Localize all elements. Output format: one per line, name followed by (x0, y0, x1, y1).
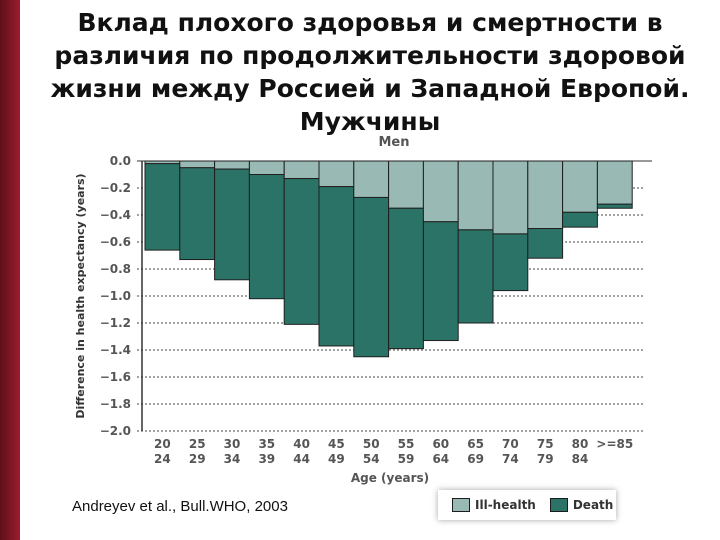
x-tick-label-bottom: 44 (293, 452, 310, 466)
x-tick-label-top: 65 (467, 437, 484, 451)
x-tick-label-bottom: 64 (432, 452, 449, 466)
bar-death (144, 163, 181, 251)
bar-death (492, 233, 529, 292)
x-tick-label-bottom: 84 (572, 452, 589, 466)
y-tick-label: −1.4 (100, 343, 131, 357)
x-tick-label-top: 30 (224, 437, 241, 451)
y-tick-label: −0.2 (100, 181, 131, 195)
legend-swatch-death (549, 498, 568, 512)
bar-death (318, 186, 355, 347)
bar-ill-health (353, 160, 390, 198)
bar-death (179, 167, 216, 261)
x-tick-label-bottom: 54 (363, 452, 380, 466)
bar-ill-health (283, 160, 320, 180)
x-tick-label-top: 50 (363, 437, 380, 451)
bar-death (457, 229, 494, 324)
x-tick-label-top: 80 (572, 437, 589, 451)
legend-item-death: Death (549, 498, 614, 512)
y-tick-label: −1.8 (100, 397, 131, 411)
x-tick-label-bottom: 34 (224, 452, 241, 466)
slide-accent-bar (0, 0, 20, 540)
bar-ill-health (248, 160, 285, 175)
x-tick-label-top: 45 (328, 437, 345, 451)
bar-ill-health (492, 160, 529, 235)
x-tick-label-top: 60 (432, 437, 449, 451)
chart-legend: Ill-health Death (438, 490, 616, 520)
x-tick-label-top: 35 (258, 437, 275, 451)
x-tick-label-top: 75 (537, 437, 554, 451)
legend-label-ill-health: Ill-health (475, 498, 536, 512)
y-tick-label: −2.0 (100, 424, 131, 438)
bar-death (214, 168, 250, 281)
x-tick-label-bottom: 79 (537, 452, 554, 466)
x-axis-label: Age (years) (351, 471, 429, 485)
bar-ill-health (562, 160, 598, 213)
bar-ill-health (596, 160, 633, 205)
x-tick-label-bottom: 24 (154, 452, 171, 466)
x-tick-label-bottom: 59 (398, 452, 415, 466)
y-axis-label: Difference in health expectancy (years) (74, 173, 87, 418)
x-tick-label-bottom: 39 (258, 452, 275, 466)
bar-death (248, 174, 285, 300)
bar-ill-health (388, 160, 424, 209)
y-tick-label: −0.6 (100, 235, 131, 249)
y-tick-label: 0.0 (110, 154, 131, 168)
bar-ill-health (527, 160, 564, 229)
x-tick-label-bottom: 69 (467, 452, 484, 466)
citation: Andreyev et al., Bull.WHO, 2003 (72, 498, 288, 515)
y-tick-label: −1.0 (100, 289, 131, 303)
x-tick-label-top: 55 (398, 437, 415, 451)
bar-ill-health (422, 160, 459, 223)
bar-death (527, 228, 564, 259)
bar-death (353, 196, 390, 358)
bar-death (388, 207, 424, 350)
x-tick-label-bottom: 74 (502, 452, 519, 466)
bar-death (283, 178, 320, 325)
y-tick-label: −1.2 (100, 316, 131, 330)
legend-item-ill-health: Ill-health (452, 498, 536, 512)
bar-ill-health (457, 160, 494, 231)
x-tick-label-top: 70 (502, 437, 519, 451)
x-tick-label-bottom: 49 (328, 452, 345, 466)
x-tick-label-top: 20 (154, 437, 171, 451)
x-tick-label-bottom: 29 (189, 452, 206, 466)
x-tick-label-top: 40 (293, 437, 310, 451)
x-tick-label-top: >=85 (596, 437, 633, 451)
y-tick-label: −1.6 (100, 370, 131, 384)
bar-ill-health (318, 160, 355, 188)
x-tick-label-top: 25 (189, 437, 206, 451)
bar-death (596, 203, 633, 209)
bar-ill-health (214, 160, 250, 170)
bar-death (422, 221, 459, 342)
slide-title: Вклад плохого здоровья и смертности в ра… (50, 8, 690, 136)
legend-swatch-ill-health (452, 498, 470, 512)
legend-label-death: Death (572, 498, 614, 512)
y-tick-label: −0.8 (100, 262, 131, 276)
chart-title: Men (378, 135, 409, 150)
bar-ill-health (179, 160, 216, 169)
y-tick-label: −0.4 (100, 208, 131, 222)
bar-death (562, 211, 598, 228)
